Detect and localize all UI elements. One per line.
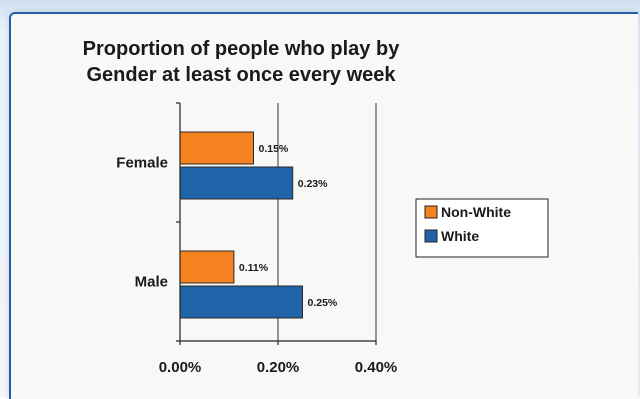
x-tick-label-1: 0.20% <box>257 359 300 376</box>
legend-box <box>415 198 549 258</box>
legend-swatch-white <box>424 229 438 243</box>
x-tick-label-0: 0.00% <box>159 359 202 376</box>
data-label-female-non-white: 0.15% <box>259 143 289 155</box>
category-label-female: Female <box>116 155 168 172</box>
legend-label-white: White <box>441 228 479 244</box>
bar-male-non-white <box>179 250 235 284</box>
data-label-male-white: 0.25% <box>308 297 338 309</box>
bar-female-white <box>179 166 294 200</box>
bar-female-non-white <box>179 131 254 165</box>
x-tick-label-2: 0.40% <box>355 359 398 376</box>
chart-title-line-1: Proportion of people who play by <box>83 38 401 60</box>
data-label-male-non-white: 0.11% <box>239 262 269 274</box>
data-label-female-white: 0.23% <box>298 178 328 190</box>
category-label-male: Male <box>135 274 168 291</box>
bar-male-white <box>179 285 303 319</box>
legend-label-non-white: Non-White <box>441 204 511 220</box>
plot-area: 0.15% 0.23% Female 0.11% 0.25% Male 0.00% 0.20%… <box>116 102 398 376</box>
legend-swatch-non-white <box>424 205 438 219</box>
chart-title-line-2: Gender at least once every week <box>86 64 396 86</box>
legend: Non-White White <box>415 198 549 258</box>
